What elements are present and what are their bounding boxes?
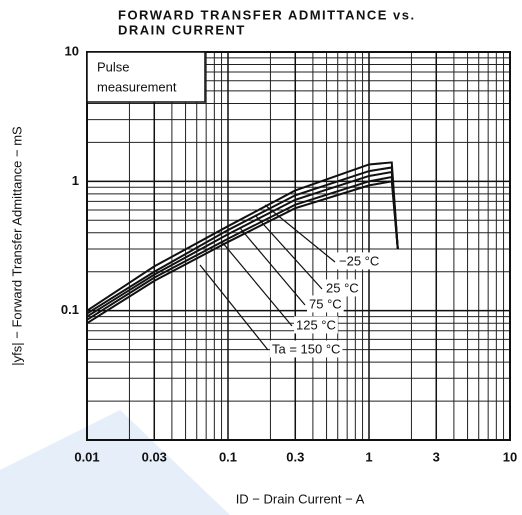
leader-line — [199, 264, 269, 351]
chart-title: FORWARD TRANSFER ADMITTANCE vs. — [118, 7, 416, 22]
series-line — [86, 170, 399, 318]
x-axis-label: ID − Drain Current − A — [236, 491, 365, 506]
x-tick-label: 3 — [433, 449, 440, 464]
y-axis-label: |yfs| − Forward Transfer Admittance − mS — [9, 126, 24, 366]
y-tick-label: 0.1 — [61, 302, 79, 317]
y-tick-label: 10 — [65, 43, 79, 58]
annotation: measurement — [97, 79, 177, 94]
leader-line — [254, 214, 323, 290]
x-tick-label: 10 — [503, 449, 517, 464]
legend-label: 25 °C — [326, 280, 359, 295]
legend-label: 75 °C — [309, 296, 342, 311]
series-line — [86, 161, 399, 312]
series-line — [86, 175, 399, 321]
x-tick-label: 0.1 — [219, 449, 237, 464]
legend-label: Ta = 150 °C — [272, 341, 340, 356]
x-tick-label: 1 — [365, 449, 372, 464]
x-tick-label: 0.3 — [286, 449, 304, 464]
legend-label-bg — [294, 316, 338, 334]
annotation-box — [86, 51, 206, 103]
plot-frame — [86, 51, 511, 441]
leader-line — [239, 227, 306, 306]
legend-label: 125 °C — [296, 317, 336, 332]
series-line — [86, 166, 399, 315]
legend-label-bg — [324, 279, 361, 297]
legend-label-bg — [337, 252, 382, 270]
legend-label-bg — [307, 295, 344, 313]
y-tick-label: 1 — [72, 173, 79, 188]
leader-line — [221, 241, 293, 327]
x-tick-label: 0.03 — [142, 449, 167, 464]
series-line — [86, 180, 399, 325]
legend-label-bg — [270, 340, 343, 358]
legend-label: −25 °C — [339, 253, 379, 268]
watermark — [0, 410, 230, 515]
chart-title: DRAIN CURRENT — [118, 22, 246, 37]
leader-line — [264, 204, 336, 263]
x-tick-label: 0.01 — [74, 449, 99, 464]
annotation: Pulse — [97, 59, 130, 74]
